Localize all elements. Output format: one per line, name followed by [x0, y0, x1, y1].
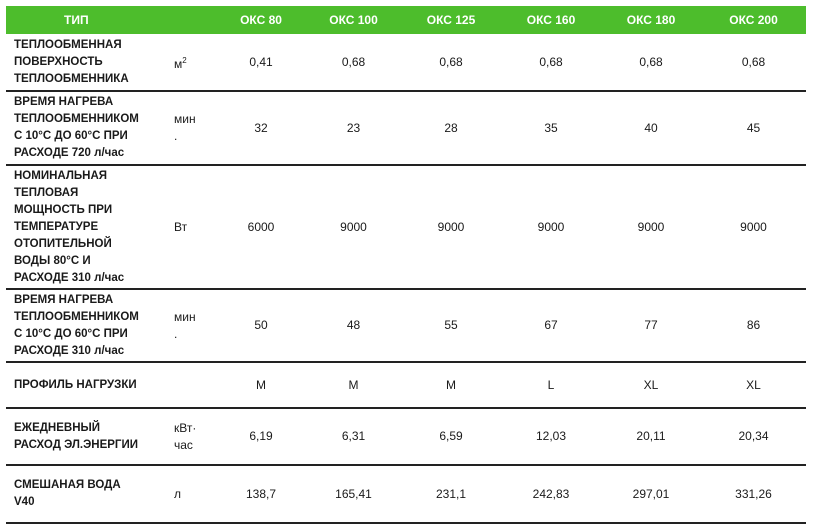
param-label: НОМИНАЛЬНАЯ ТЕПЛОВАЯ МОЩНОСТЬ ПРИ ТЕМПЕР… — [6, 165, 166, 290]
unit-label: мин . — [166, 289, 216, 363]
value-cell: 20,34 — [701, 408, 806, 466]
value-cell: 55 — [401, 289, 501, 363]
header-model-okc-200: ОКС 200 — [701, 6, 806, 34]
value-cell: 9000 — [601, 165, 701, 290]
value-cell: 0,68 — [701, 34, 806, 92]
value-cell: 242,83 — [501, 465, 601, 524]
unit-label: мин . — [166, 91, 216, 166]
row-load-profile: ПРОФИЛЬ НАГРУЗКИ M M M L XL XL — [6, 362, 806, 409]
value-cell: 231,1 — [401, 465, 501, 524]
value-cell: 297,01 — [601, 465, 701, 524]
value-cell: 48 — [306, 289, 401, 363]
value-cell: 77 — [601, 289, 701, 363]
value-cell: 331,26 — [701, 465, 806, 524]
header-model-okc-80: ОКС 80 — [216, 6, 306, 34]
param-label: СМЕШАНАЯ ВОДА V40 — [6, 465, 166, 524]
value-cell: 6,59 — [401, 408, 501, 466]
param-label: ПРОФИЛЬ НАГРУЗКИ — [6, 362, 166, 409]
row-nominal-thermal-power: НОМИНАЛЬНАЯ ТЕПЛОВАЯ МОЩНОСТЬ ПРИ ТЕМПЕР… — [6, 165, 806, 290]
row-daily-energy: ЕЖЕДНЕВНЫЙ РАСХОД ЭЛ.ЭНЕРГИИ кВт· час 6,… — [6, 408, 806, 466]
unit-superscript: 2 — [182, 55, 187, 65]
unit-label: Вт — [166, 165, 216, 290]
row-heat-exchange-surface: ТЕПЛООБМЕННАЯ ПОВЕРХНОСТЬ ТЕПЛООБМЕННИКА… — [6, 34, 806, 92]
param-label: ТЕПЛООБМЕННАЯ ПОВЕРХНОСТЬ ТЕПЛООБМЕННИКА — [6, 34, 166, 92]
header-model-okc-125: ОКС 125 — [401, 6, 501, 34]
value-cell: 6,19 — [216, 408, 306, 466]
header-type-label: ТИП — [6, 6, 216, 34]
value-cell: XL — [701, 362, 806, 409]
param-label: ЕЖЕДНЕВНЫЙ РАСХОД ЭЛ.ЭНЕРГИИ — [6, 408, 166, 466]
value-cell: M — [401, 362, 501, 409]
specifications-table: ТИП ОКС 80 ОКС 100 ОКС 125 ОКС 160 ОКС 1… — [6, 6, 806, 524]
value-cell: 12,03 — [501, 408, 601, 466]
param-label: ВРЕМЯ НАГРЕВА ТЕПЛООБМЕННИКОМ С 10°С ДО … — [6, 91, 166, 166]
unit-label: л — [166, 465, 216, 524]
value-cell: 138,7 — [216, 465, 306, 524]
unit-label — [166, 362, 216, 409]
value-cell: 86 — [701, 289, 806, 363]
unit-label: кВт· час — [166, 408, 216, 466]
value-cell: L — [501, 362, 601, 409]
value-cell: 40 — [601, 91, 701, 166]
value-cell: XL — [601, 362, 701, 409]
row-heating-time-720: ВРЕМЯ НАГРЕВА ТЕПЛООБМЕННИКОМ С 10°С ДО … — [6, 91, 806, 166]
unit-label: м2 — [166, 34, 216, 92]
value-cell: 165,41 — [306, 465, 401, 524]
value-cell: 0,68 — [501, 34, 601, 92]
row-heating-time-310: ВРЕМЯ НАГРЕВА ТЕПЛООБМЕННИКОМ С 10°С ДО … — [6, 289, 806, 363]
value-cell: 0,68 — [601, 34, 701, 92]
value-cell: M — [216, 362, 306, 409]
unit-text: м — [174, 56, 183, 71]
value-cell: 50 — [216, 289, 306, 363]
value-cell: 9000 — [701, 165, 806, 290]
value-cell: 20,11 — [601, 408, 701, 466]
header-model-okc-100: ОКС 100 — [306, 6, 401, 34]
value-cell: 9000 — [501, 165, 601, 290]
value-cell: 6000 — [216, 165, 306, 290]
header-model-okc-160: ОКС 160 — [501, 6, 601, 34]
value-cell: 9000 — [401, 165, 501, 290]
value-cell: 0,68 — [401, 34, 501, 92]
value-cell: 0,68 — [306, 34, 401, 92]
value-cell: 67 — [501, 289, 601, 363]
header-row: ТИП ОКС 80 ОКС 100 ОКС 125 ОКС 160 ОКС 1… — [6, 6, 806, 34]
header-model-okc-180: ОКС 180 — [601, 6, 701, 34]
value-cell: 23 — [306, 91, 401, 166]
value-cell: 45 — [701, 91, 806, 166]
value-cell: 0,41 — [216, 34, 306, 92]
value-cell: 35 — [501, 91, 601, 166]
value-cell: 32 — [216, 91, 306, 166]
param-label: ВРЕМЯ НАГРЕВА ТЕПЛООБМЕННИКОМ С 10°С ДО … — [6, 289, 166, 363]
row-mixed-water-v40: СМЕШАНАЯ ВОДА V40 л 138,7 165,41 231,1 2… — [6, 465, 806, 524]
value-cell: M — [306, 362, 401, 409]
value-cell: 28 — [401, 91, 501, 166]
value-cell: 6,31 — [306, 408, 401, 466]
value-cell: 9000 — [306, 165, 401, 290]
